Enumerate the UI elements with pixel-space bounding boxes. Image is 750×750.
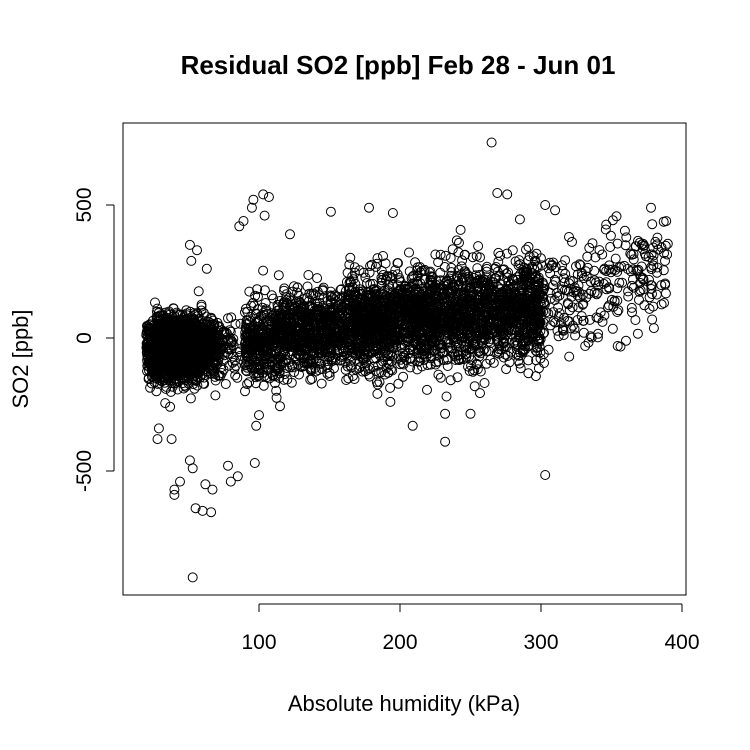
data-point	[479, 378, 490, 388]
data-point	[193, 286, 204, 297]
data-point	[198, 378, 209, 389]
data-point	[196, 299, 207, 310]
data-point	[220, 379, 231, 389]
data-point	[213, 340, 224, 351]
data-point	[146, 378, 157, 389]
data-point	[514, 214, 525, 225]
data-point	[228, 333, 239, 344]
data-point	[209, 356, 220, 366]
data-point	[344, 259, 355, 270]
data-point	[493, 256, 504, 267]
data-point	[303, 270, 314, 280]
data-point	[160, 398, 171, 409]
data-point	[150, 297, 160, 308]
data-point	[161, 381, 172, 392]
data-point	[273, 270, 284, 281]
data-point	[235, 350, 246, 361]
data-point	[206, 313, 217, 324]
data-point	[153, 308, 164, 319]
data-point	[493, 247, 504, 258]
data-point	[454, 237, 464, 248]
data-point	[230, 360, 241, 371]
data-point	[232, 372, 243, 383]
data-point	[316, 378, 327, 389]
data-point	[192, 340, 203, 351]
data-point	[275, 401, 285, 412]
data-point	[224, 325, 235, 336]
data-point	[266, 290, 277, 301]
data-point	[226, 312, 237, 323]
data-point	[226, 337, 237, 348]
data-point	[168, 303, 179, 314]
data-point	[271, 392, 282, 403]
data-point	[451, 235, 462, 246]
data-point	[430, 249, 441, 260]
data-point	[223, 360, 234, 371]
chart-title: Residual SO2 [ppb] Feb 28 - Jun 01	[181, 50, 616, 80]
data-point	[230, 370, 241, 381]
data-point	[221, 346, 232, 357]
data-point	[521, 244, 531, 255]
data-point	[341, 375, 352, 385]
data-point	[210, 390, 221, 401]
data-point	[439, 262, 450, 272]
data-point	[167, 381, 178, 392]
data-point	[214, 370, 225, 381]
plot-area-border	[122, 122, 687, 596]
data-point	[151, 386, 162, 397]
data-point	[152, 303, 163, 314]
data-point	[445, 253, 456, 263]
data-point	[404, 247, 414, 258]
data-point	[192, 308, 203, 319]
data-point	[312, 273, 323, 284]
data-point	[422, 384, 432, 395]
data-point	[178, 383, 189, 394]
data-point	[185, 393, 196, 404]
data-points	[141, 137, 673, 583]
data-point	[433, 369, 444, 380]
data-point	[190, 361, 200, 372]
data-point	[258, 265, 269, 276]
data-point	[440, 250, 451, 261]
